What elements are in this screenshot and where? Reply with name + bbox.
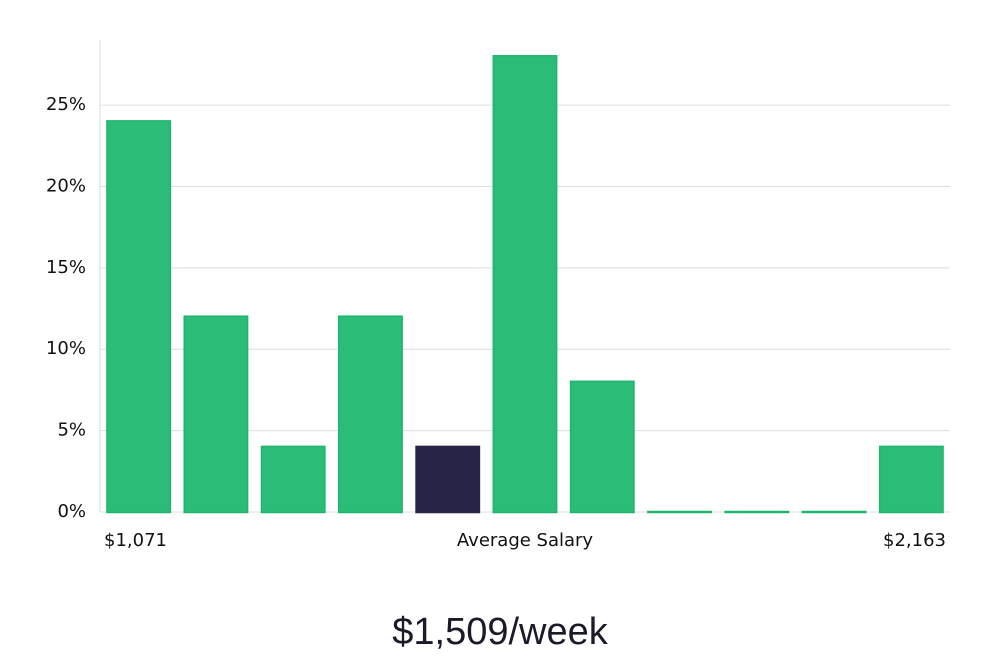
bar xyxy=(106,120,172,514)
y-tick-label: 20% xyxy=(46,175,86,196)
bar xyxy=(338,315,403,514)
y-tick-label: 5% xyxy=(57,420,86,441)
bar xyxy=(878,445,944,514)
x-end-label: $2,163 xyxy=(883,530,946,551)
bar xyxy=(801,510,867,514)
x-axis-label: Average Salary xyxy=(457,530,594,551)
x-start-label: $1,071 xyxy=(104,530,167,551)
bar xyxy=(724,510,790,514)
bar xyxy=(569,380,635,514)
y-tick-label: 15% xyxy=(46,257,86,278)
bar xyxy=(183,315,249,514)
bar xyxy=(492,55,558,514)
bar xyxy=(647,510,712,514)
bar xyxy=(260,445,326,514)
average-label: $1,509/week xyxy=(392,611,608,653)
bar xyxy=(415,445,481,514)
y-tick-label: 10% xyxy=(46,338,86,359)
y-tick-label: 25% xyxy=(46,94,86,115)
y-tick-label: 0% xyxy=(57,501,86,522)
